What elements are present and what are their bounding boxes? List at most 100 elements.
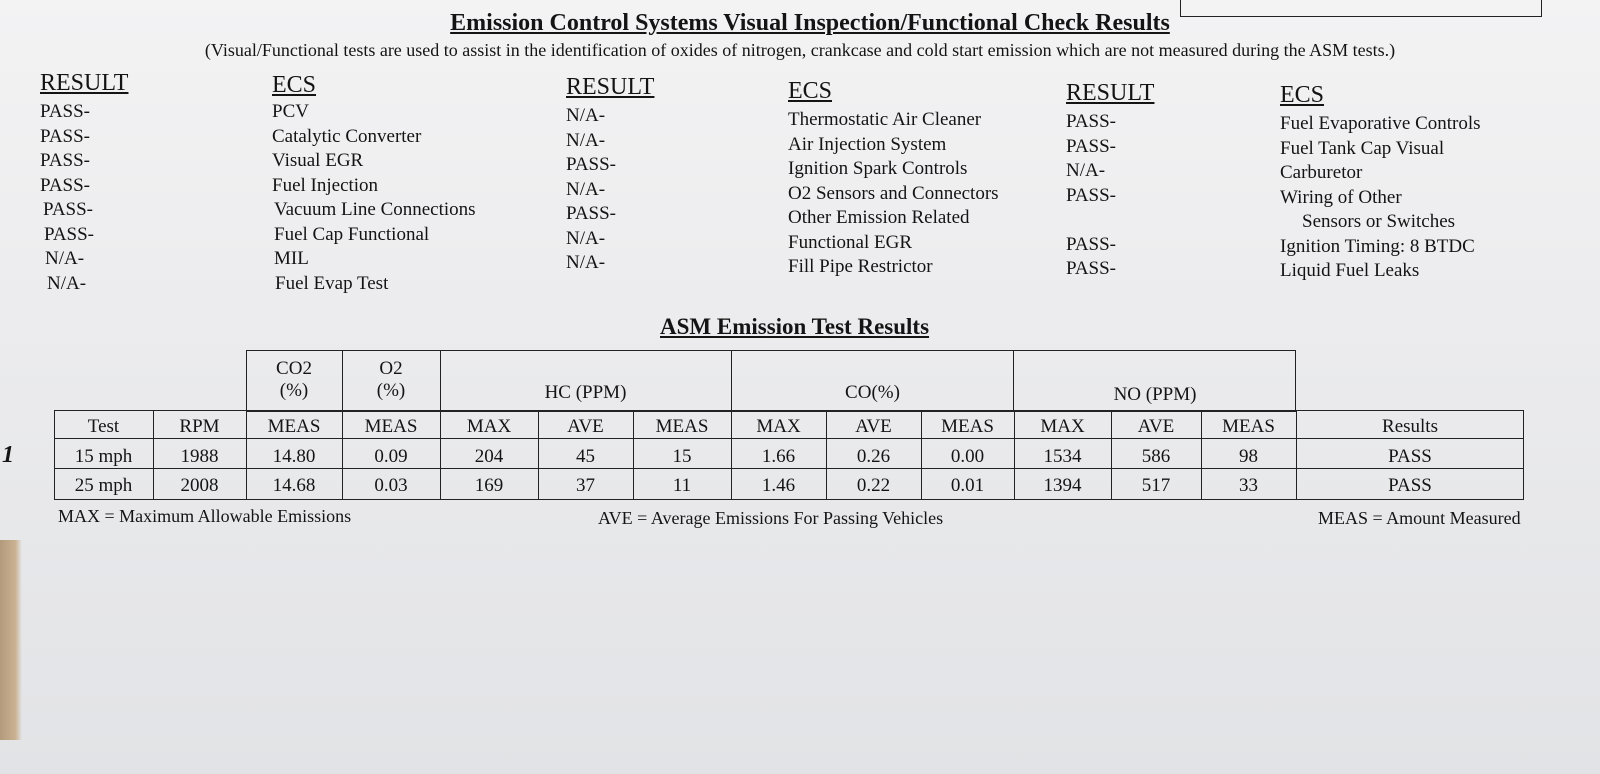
asm-group-header-frame [246, 350, 1296, 412]
asm-row-lines [54, 438, 1524, 469]
ecs-list-3: Fuel Evaporative Controls Fuel Tank Cap … [1280, 112, 1481, 284]
top-border-box [1180, 0, 1542, 17]
asm-column-line [731, 410, 732, 500]
ecs-item: Air Injection System [788, 133, 947, 155]
table-cell: 14.80 [272, 446, 316, 467]
o2-label: O2 [379, 358, 403, 379]
ecs-list-1: PCV Catalytic Converter Visual EGR Fuel … [272, 100, 476, 296]
ecs-list-2: Thermostatic Air Cleaner Air Injection S… [788, 108, 999, 280]
table-cell: 204 [474, 446, 504, 467]
result-item: PASS- [40, 174, 91, 196]
co2-unit: (%) [279, 380, 309, 401]
co2-label: CO2 [276, 358, 312, 379]
ecs-item: Fuel Evap Test [275, 272, 389, 294]
ecs-item: Functional EGR [788, 231, 913, 253]
asm-column-line [1201, 410, 1202, 500]
table-cell: 0.22 [856, 475, 891, 496]
co-header: CO(%) [845, 382, 900, 403]
no-header: NO (PPM) [1113, 384, 1197, 405]
legend-max: MAX = Maximum Allowable Emissions [58, 506, 352, 526]
table-cell: MAX [466, 416, 512, 437]
table-cell: 45 [576, 446, 595, 467]
asm-column-line [538, 410, 539, 500]
asm-column-line [246, 410, 247, 500]
ecs-item: Other Emission Related [788, 207, 970, 228]
result-item: PASS- [40, 101, 91, 122]
table-cell: MEAS [1222, 416, 1275, 437]
o2-header: O2 (%) [342, 358, 440, 402]
table-cell: MEAS [941, 416, 994, 437]
table-cell: 1.66 [761, 446, 796, 467]
table-cell: 1534 [1043, 446, 1082, 467]
result-item: N/A- [566, 252, 606, 273]
table-cell: PASS [1388, 446, 1432, 467]
result-list-2: N/A- N/A- PASS- N/A- PASS- N/A- N/A- [566, 104, 616, 276]
table-cell: AVE [855, 416, 892, 437]
asm-divider [731, 350, 1014, 412]
ecs-item: Vacuum Line Connections [274, 199, 476, 220]
table-cell: MAX [756, 416, 801, 437]
result-item: PASS- [1066, 135, 1117, 157]
ecs-item: Liquid Fuel Leaks [1280, 260, 1420, 281]
table-cell: RPM [179, 416, 220, 437]
result-item: PASS- [566, 154, 617, 175]
asm-divider [342, 350, 441, 412]
table-cell-label: Test [87, 416, 120, 437]
document-title: Emission Control Systems Visual Inspecti… [450, 10, 1170, 36]
result-item: N/A- [47, 272, 87, 294]
table-cell: 0.01 [950, 475, 985, 496]
result-item: PASS- [40, 125, 91, 147]
result-item: N/A- [1066, 160, 1106, 181]
document-subtitle: (Visual/Functional tests are used to ass… [204, 40, 1396, 60]
asm-column-line [1014, 410, 1015, 500]
result-item: N/A- [566, 227, 606, 249]
result-list-3: PASS- PASS- N/A- PASS- PASS- PASS- [1066, 110, 1116, 282]
table-cell: 98 [1239, 446, 1258, 467]
ecs-item: Fuel Evaporative Controls [1280, 113, 1481, 134]
ecs-item: Fuel Injection [272, 174, 379, 196]
hc-header: HC (PPM) [544, 382, 627, 403]
ecs-item: Ignition Spark Controls [788, 158, 968, 179]
result-item: N/A- [566, 129, 606, 151]
asm-table-frame [54, 410, 1524, 500]
asm-column-line [1296, 410, 1297, 500]
result-item: PASS- [1066, 233, 1117, 255]
ecs-item: Fuel Cap Functional [274, 223, 430, 245]
result-item: PASS- [40, 150, 91, 171]
table-cell: MEAS [267, 416, 321, 437]
co2-header: CO2 (%) [246, 358, 342, 402]
result-item: PASS- [566, 203, 617, 224]
o2-unit: (%) [376, 380, 406, 401]
ecs-item: Visual EGR [272, 150, 364, 171]
table-cell: 1988 [180, 446, 219, 467]
ecs-item: MIL [274, 248, 309, 269]
result-item: N/A- [566, 105, 606, 126]
result-header-3: RESULT [1066, 80, 1155, 106]
table-cell: PASS [1388, 475, 1432, 496]
asm-column-line [440, 410, 441, 500]
ecs-item: Wiring of Other [1280, 186, 1402, 208]
asm-column-line [633, 410, 634, 500]
table-cell-label: 25 mph [74, 475, 133, 496]
ecs-header-3: ECS [1280, 82, 1325, 108]
table-cell: MEAS [655, 416, 709, 437]
table-cell: 0.26 [856, 446, 891, 467]
table-cell: 11 [672, 475, 692, 496]
ecs-header-2: ECS [788, 78, 833, 104]
table-cell: 0.09 [374, 446, 408, 467]
result-header-2: RESULT [566, 74, 655, 100]
ecs-item: Sensors or Switches [1302, 211, 1456, 232]
ecs-header-1: ECS [272, 72, 317, 98]
result-item: N/A- [45, 248, 85, 269]
asm-column-line [153, 410, 154, 500]
result-item: PASS- [1066, 258, 1117, 279]
asm-column-line [826, 410, 827, 500]
asm-title: ASM Emission Test Results [660, 314, 930, 339]
ecs-item: O2 Sensors and Connectors [788, 182, 999, 204]
table-cell: 1.46 [761, 475, 796, 496]
margin-mark: 1 [2, 442, 14, 468]
table-cell: 0.00 [950, 446, 985, 467]
table-cell: 14.68 [272, 475, 316, 496]
table-cell: AVE [1137, 416, 1175, 437]
